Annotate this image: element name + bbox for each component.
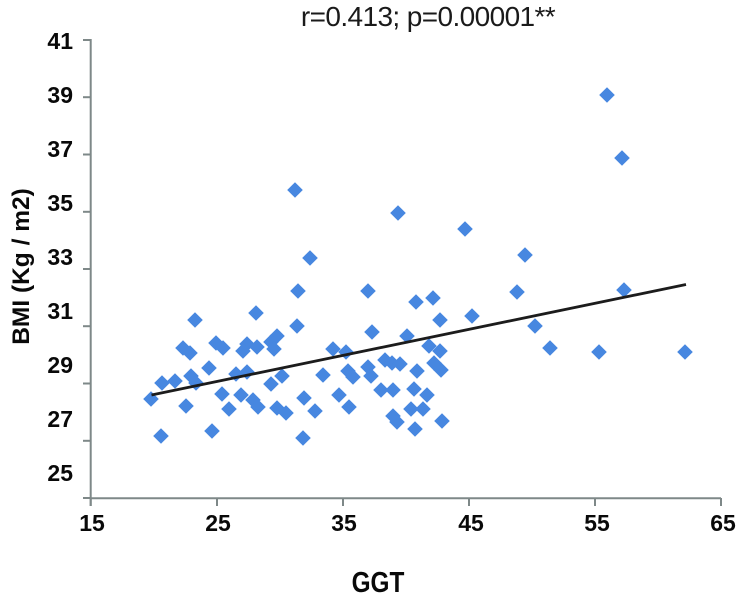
svg-text:15: 15 — [79, 510, 105, 536]
svg-text:27: 27 — [47, 406, 73, 432]
svg-text:39: 39 — [47, 82, 73, 108]
svg-text:37: 37 — [47, 136, 73, 162]
svg-text:BMI (Kg / m2): BMI (Kg / m2) — [8, 188, 35, 345]
svg-text:65: 65 — [710, 510, 736, 536]
svg-text:33: 33 — [47, 244, 73, 270]
svg-text:45: 45 — [458, 510, 484, 536]
svg-text:29: 29 — [47, 352, 73, 378]
svg-text:31: 31 — [47, 298, 73, 324]
svg-text:GGT: GGT — [352, 566, 405, 598]
svg-text:55: 55 — [584, 510, 610, 536]
svg-text:35: 35 — [47, 190, 73, 216]
svg-text:25: 25 — [205, 510, 231, 536]
svg-text:41: 41 — [47, 28, 73, 54]
svg-text:25: 25 — [47, 460, 73, 486]
svg-text:r=0.413; p=0.00001**: r=0.413; p=0.00001** — [301, 1, 556, 32]
svg-text:35: 35 — [331, 510, 357, 536]
